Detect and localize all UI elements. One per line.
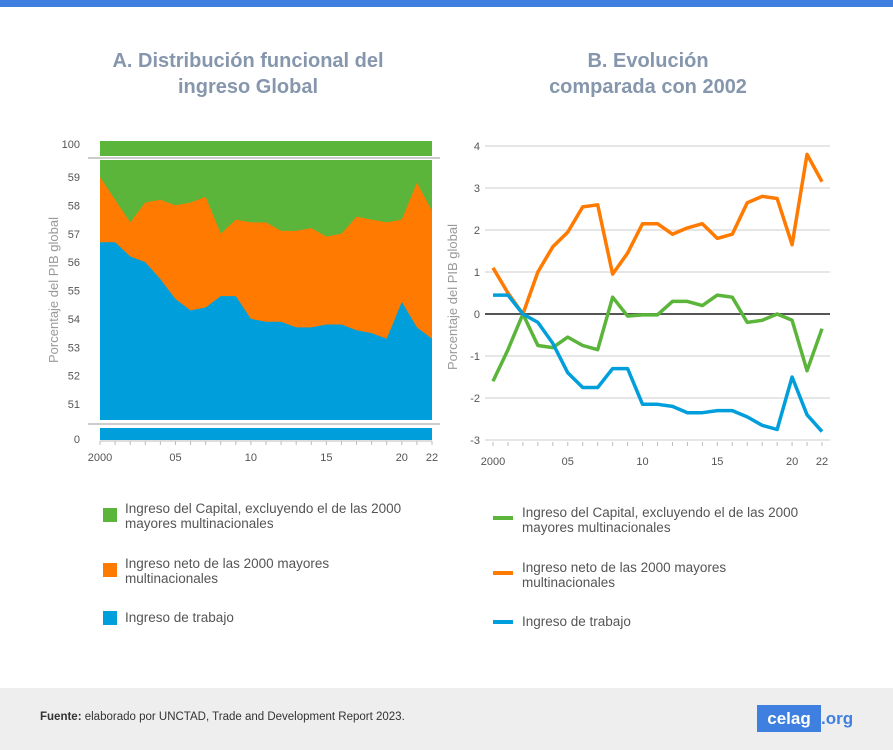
source-label: Fuente:	[40, 711, 82, 723]
area-capital-top-band	[100, 141, 432, 156]
line-labor	[493, 293, 824, 433]
legend-swatch-mne	[103, 563, 117, 577]
y-tick-label-b: 2	[474, 225, 480, 237]
legend-label-labor: Ingreso de trabajo	[522, 614, 631, 629]
y-tick-label-a: 51	[68, 399, 80, 411]
chart-b-title: B. Evolución comparada con 2002	[549, 50, 747, 98]
y-tick-label-b: -1	[470, 351, 480, 363]
y-tick-label-a: 52	[68, 371, 80, 383]
line-mne	[491, 152, 824, 316]
y-tick-label-b: -3	[470, 435, 480, 447]
chart-a-title: A. Distribución funcional del ingreso Gl…	[112, 50, 384, 98]
legend-line-mne	[493, 571, 513, 575]
y-tick-label-b: 1	[474, 267, 480, 279]
source-text: elaborado por UNCTAD, Trade and Developm…	[81, 711, 405, 723]
y-axis-label-b: Porcentaje del PIB global	[445, 224, 460, 370]
legend-line-labor	[493, 620, 513, 624]
area-labor-bottom-band	[100, 428, 432, 440]
y-tick-label-b: -2	[470, 393, 480, 405]
y-tick-label-b: 0	[474, 309, 480, 321]
celag-logo[interactable]: celag	[757, 705, 821, 732]
y-axis-label-a: Porcentaje del PIB global	[46, 217, 61, 363]
legend-label-mne: Ingreso neto de las 2000 mayores multina…	[522, 560, 727, 590]
x-tick-label-b: 15	[711, 456, 723, 468]
x-tick-label-a: 22	[426, 452, 438, 464]
area-labor	[100, 242, 432, 420]
celag-logo-suffix: .org	[821, 709, 854, 728]
x-tick-label-a: 15	[320, 452, 332, 464]
y-tick-label-a: 54	[68, 314, 80, 326]
x-tick-label-a: 10	[245, 452, 257, 464]
y-tick-label-a: 55	[68, 286, 80, 298]
x-tick-label-b: 22	[816, 456, 828, 468]
y-tick-label-b: 4	[474, 141, 480, 153]
legend-label-capital: Ingreso del Capital, excluyendo el de la…	[522, 505, 799, 535]
x-tick-label-b: 05	[562, 456, 574, 468]
x-tick-label-a: 20	[396, 452, 408, 464]
x-tick-label-b: 2000	[481, 456, 505, 468]
legend-label-capital: Ingreso del Capital, excluyendo el de la…	[125, 501, 402, 531]
legend-line-capital	[493, 516, 513, 520]
x-tick-label-a: 05	[169, 452, 181, 464]
source-note: Fuente: elaborado por UNCTAD, Trade and …	[40, 711, 405, 723]
y-tick-label-a: 53	[68, 342, 80, 354]
legend-label-labor: Ingreso de trabajo	[125, 610, 234, 625]
y-tick-label-a: 0	[74, 434, 80, 446]
y-tick-label-a: 100	[62, 139, 80, 151]
y-tick-label-b: 3	[474, 183, 480, 195]
line-capital	[491, 293, 824, 382]
legend-label-mne: Ingreso neto de las 2000 mayores multina…	[125, 556, 330, 586]
footer	[0, 688, 893, 750]
x-tick-label-b: 20	[786, 456, 798, 468]
y-tick-label-a: 56	[68, 257, 80, 269]
x-tick-label-a: 2000	[88, 452, 112, 464]
y-tick-label-a: 59	[68, 172, 80, 184]
legend-swatch-labor	[103, 611, 117, 625]
y-tick-label-a: 58	[68, 200, 80, 212]
y-tick-label-a: 57	[68, 229, 80, 241]
x-tick-label-b: 10	[636, 456, 648, 468]
top-accent-bar	[0, 0, 893, 7]
legend-swatch-capital	[103, 508, 117, 522]
